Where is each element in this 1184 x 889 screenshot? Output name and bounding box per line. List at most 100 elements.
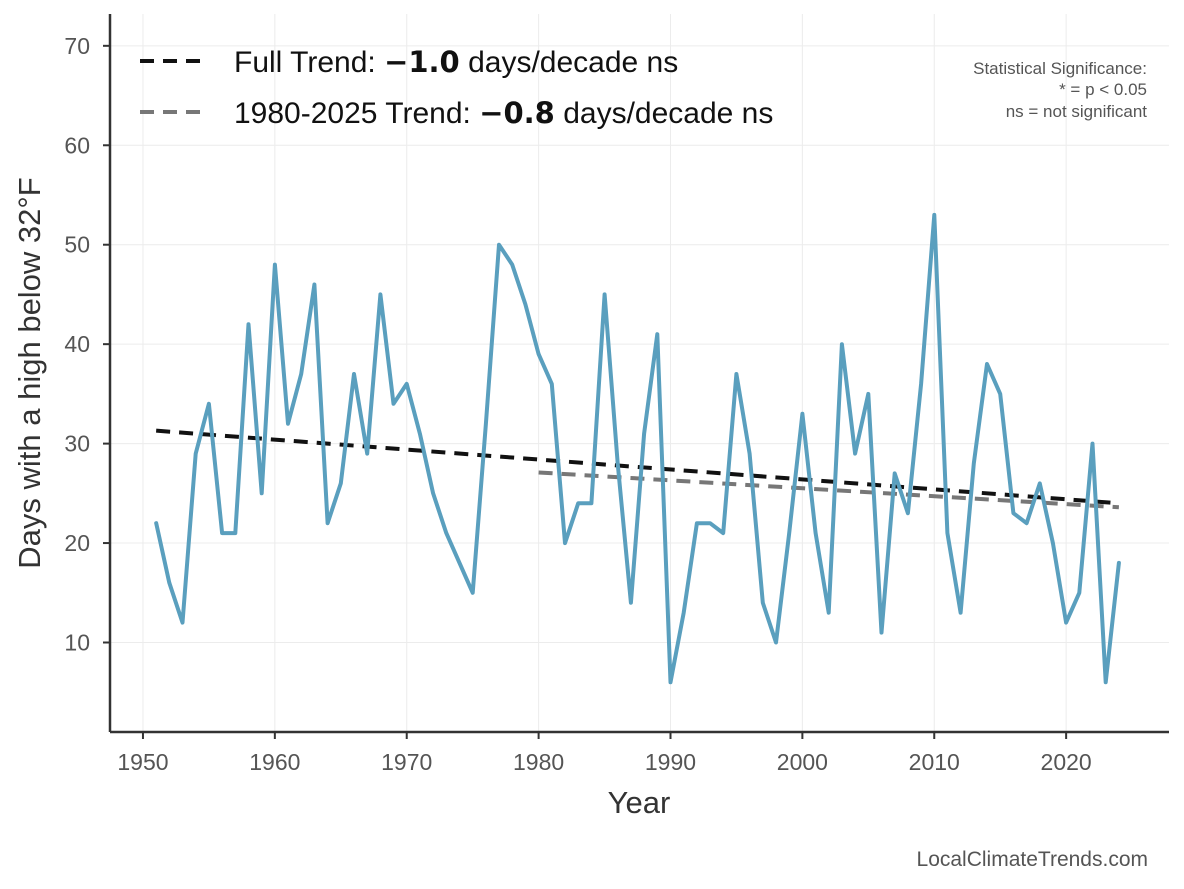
data-point <box>682 611 686 615</box>
data-point <box>1064 621 1068 625</box>
data-point <box>418 432 422 436</box>
data-point <box>286 422 290 426</box>
x-tick-label: 1990 <box>645 749 696 775</box>
data-point <box>655 332 659 336</box>
data-point <box>695 521 699 525</box>
data-point <box>431 491 435 495</box>
x-tick-label: 2000 <box>777 749 828 775</box>
data-point <box>853 452 857 456</box>
data-point <box>471 591 475 595</box>
data-point <box>734 372 738 376</box>
data-point <box>246 322 250 326</box>
data-point <box>299 372 303 376</box>
y-tick-label: 40 <box>64 331 90 357</box>
legend-recent-trend-prefix: 1980-2025 Trend: <box>234 97 479 130</box>
series-line <box>154 212 1121 685</box>
data-point <box>787 531 791 535</box>
significance-ns-note: ns = not significant <box>1006 102 1148 121</box>
data-point <box>866 392 870 396</box>
recent-trend-line <box>538 470 1120 510</box>
data-point <box>392 402 396 406</box>
legend-recent-trend-suffix: days/decade ns <box>555 97 773 130</box>
y-ticks: 10 20 30 40 50 60 70 <box>64 33 110 655</box>
data-point <box>523 302 527 306</box>
data-point <box>181 621 185 625</box>
y-axis-title: Days with a high below 32°F <box>12 177 47 568</box>
data-point <box>563 541 567 545</box>
data-point <box>326 521 330 525</box>
axes <box>108 14 1169 734</box>
data-point <box>510 263 514 267</box>
x-axis-title: Year <box>608 785 671 820</box>
legend-full-trend-value: −1.0 <box>384 45 460 79</box>
y-tick-label: 30 <box>64 431 90 457</box>
data-point <box>629 601 633 605</box>
data-point <box>537 352 541 356</box>
x-tick-label: 2010 <box>909 749 960 775</box>
data-point <box>444 531 448 535</box>
data-point <box>339 481 343 485</box>
footer-source: LocalClimateTrends.com <box>916 848 1148 871</box>
data-point <box>959 611 963 615</box>
data-point <box>484 422 488 426</box>
data-point <box>945 531 949 535</box>
data-point <box>207 402 211 406</box>
data-point <box>457 561 461 565</box>
data-point <box>233 531 237 535</box>
data-point <box>1025 521 1029 525</box>
y-tick-label: 50 <box>64 232 90 258</box>
data-point <box>1091 442 1095 446</box>
data-point <box>1104 680 1108 684</box>
gridlines <box>110 14 1169 732</box>
data-point <box>840 342 844 346</box>
x-tick-label: 1970 <box>381 749 432 775</box>
data-point <box>919 382 923 386</box>
data-point <box>1117 561 1121 565</box>
data-point <box>814 531 818 535</box>
legend-full-trend-label: Full Trend: −1.0 days/decade ns <box>234 45 678 79</box>
legend-recent-trend-value: −0.8 <box>479 96 555 130</box>
data-point <box>642 432 646 436</box>
y-tick-label: 70 <box>64 33 90 59</box>
data-point <box>167 581 171 585</box>
y-tick-label: 20 <box>64 530 90 556</box>
data-point <box>998 392 1002 396</box>
data-point <box>800 412 804 416</box>
data-point <box>194 452 198 456</box>
x-tick-label: 1980 <box>513 749 564 775</box>
x-ticks: 1950 1960 1970 1980 1990 2000 2010 2020 <box>117 732 1092 775</box>
data-point <box>748 452 752 456</box>
data-point <box>616 461 620 465</box>
data-series <box>154 212 1121 685</box>
data-point <box>378 292 382 296</box>
data-point <box>708 521 712 525</box>
trend-lines <box>156 428 1120 510</box>
data-point <box>589 501 593 505</box>
data-point <box>1077 591 1081 595</box>
data-point <box>985 362 989 366</box>
significance-threshold: * = p < 0.05 <box>1059 80 1147 99</box>
data-point <box>576 501 580 505</box>
significance-note: Statistical Significance: * = p < 0.05 n… <box>973 59 1147 121</box>
data-point <box>972 461 976 465</box>
significance-title: Statistical Significance: <box>973 59 1147 78</box>
data-point <box>880 631 884 635</box>
data-point <box>312 282 316 286</box>
data-point <box>1011 511 1015 515</box>
legend-full-trend-prefix: Full Trend: <box>234 46 384 79</box>
legend-full-trend-suffix: days/decade ns <box>460 46 678 79</box>
data-point <box>1038 481 1042 485</box>
data-point <box>154 521 158 525</box>
data-point <box>365 452 369 456</box>
data-point <box>273 263 277 267</box>
x-tick-label: 1960 <box>249 749 300 775</box>
data-point <box>774 640 778 644</box>
data-point <box>721 531 725 535</box>
data-point <box>220 531 224 535</box>
x-tick-label: 1950 <box>117 749 168 775</box>
data-point <box>497 243 501 247</box>
data-point <box>893 471 897 475</box>
data-point <box>1051 541 1055 545</box>
data-point <box>260 491 264 495</box>
